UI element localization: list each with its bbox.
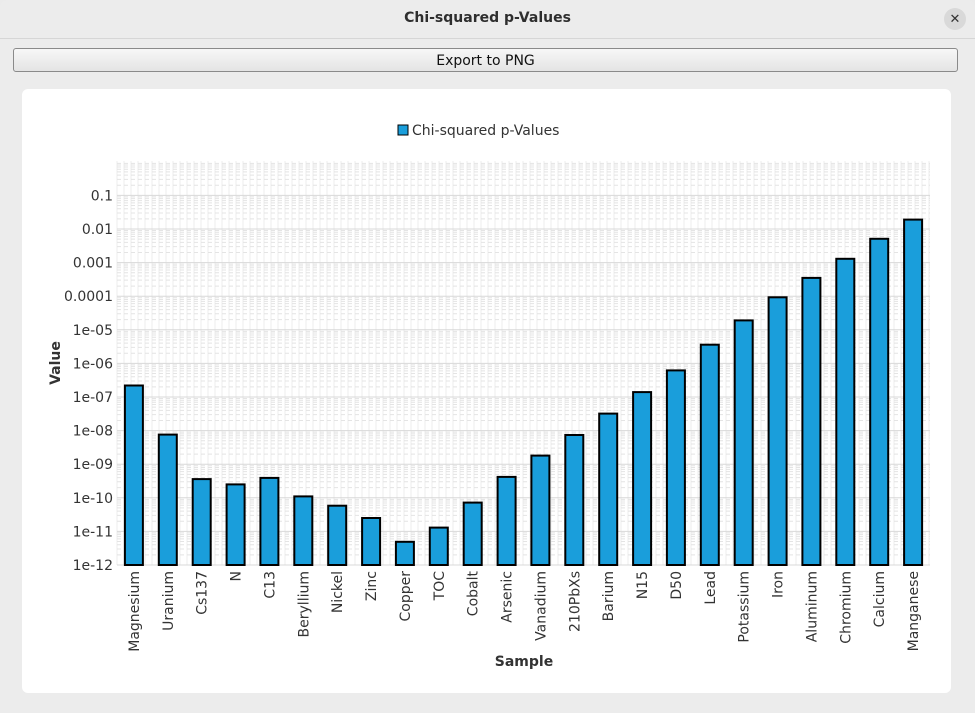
x-tick-label: Lead	[703, 571, 719, 605]
x-tick-label: Manganese	[906, 571, 922, 651]
x-axis-label: Sample	[495, 654, 553, 670]
y-tick-label: 1e-06	[73, 356, 113, 372]
x-tick-label: Iron	[771, 571, 787, 598]
legend-swatch	[397, 124, 409, 136]
y-tick-label: 1e-11	[73, 524, 113, 540]
x-tick-label: Aluminum	[804, 571, 820, 642]
title-bar[interactable]: Chi-squared p-Values ✕	[0, 0, 975, 39]
x-tick-label: Uranium	[161, 571, 177, 631]
x-tick-label: Arsenic	[500, 571, 516, 623]
y-axis-label: Value	[48, 341, 64, 385]
bar	[869, 237, 890, 567]
x-tick-label: Chromium	[838, 571, 854, 644]
bar	[699, 343, 720, 566]
bar	[767, 296, 788, 567]
x-tick-label: Barium	[601, 571, 617, 621]
bar	[394, 540, 415, 566]
y-tick-label: 1e-07	[73, 390, 113, 406]
bar	[564, 434, 585, 566]
chart-bars	[123, 218, 924, 567]
bar	[225, 483, 246, 566]
bar	[462, 501, 483, 567]
chart-grid	[116, 161, 930, 566]
bar	[530, 454, 551, 567]
chart-legend: Chi-squared p-Values	[397, 123, 559, 139]
x-tick-label: Calcium	[872, 571, 888, 627]
bar	[259, 476, 280, 566]
x-tick-label: Copper	[398, 571, 414, 622]
y-tick-label: 1e-05	[73, 323, 113, 339]
x-tick-label: Beryllium	[296, 571, 312, 637]
x-tick-label: Potassium	[737, 571, 753, 643]
y-tick-label: 0.001	[73, 256, 113, 272]
y-tick-label: 1e-10	[73, 491, 113, 507]
y-tick-label: 1e-08	[73, 424, 113, 440]
y-tick-label: 0.0001	[64, 289, 113, 305]
close-icon: ✕	[949, 11, 961, 27]
x-tick-label: N15	[635, 571, 651, 599]
legend-label: Chi-squared p-Values	[412, 123, 559, 139]
window-title: Chi-squared p-Values	[404, 10, 571, 26]
bar	[801, 276, 822, 566]
export-png-button[interactable]: Export to PNG	[13, 48, 958, 72]
x-tick-label: C13	[262, 571, 278, 599]
x-tick-label: Magnesium	[127, 571, 143, 652]
bar	[327, 504, 348, 567]
bar	[123, 384, 144, 566]
bar-chart: 0.1 0.01 0.001 0.0001 1e-05 1e-06 1e-07 1e-08 1e…	[48, 123, 930, 670]
bar	[903, 218, 924, 566]
x-tick-label: TOC	[432, 571, 448, 602]
bar	[665, 369, 686, 566]
x-tick-label: Cobalt	[466, 570, 482, 616]
bar	[496, 475, 517, 566]
y-tick-label: 0.01	[82, 222, 113, 238]
chart-panel: 0.1 0.01 0.001 0.0001 1e-05 1e-06 1e-07 1e-08 1e…	[22, 89, 951, 693]
bar	[733, 319, 754, 566]
x-tick-label: Cs137	[195, 571, 211, 615]
y-tick-label: 1e-09	[73, 457, 113, 473]
bar	[293, 495, 314, 566]
bar	[191, 478, 212, 567]
x-tick-label: D50	[669, 571, 685, 600]
x-tick-label: Nickel	[330, 571, 346, 613]
y-axis-ticks: 0.1 0.01 0.001 0.0001 1e-05 1e-06 1e-07 1e-08 1e…	[64, 188, 113, 574]
y-tick-label: 1e-12	[73, 558, 113, 574]
bar	[361, 517, 382, 566]
y-tick-label: 0.1	[91, 188, 113, 204]
x-tick-label: Zinc	[364, 571, 380, 601]
x-axis-ticks: Magnesium Uranium Cs137 N C13 Beryllium Nickel…	[127, 570, 922, 651]
x-tick-label: Vanadium	[533, 571, 549, 641]
close-button[interactable]: ✕	[944, 8, 966, 30]
x-tick-label: N	[229, 571, 245, 581]
bar	[428, 526, 449, 567]
x-tick-label: 210PbXs	[567, 571, 583, 632]
bar	[632, 391, 653, 566]
bar	[157, 433, 178, 566]
bar	[835, 257, 856, 567]
bar	[598, 412, 619, 566]
